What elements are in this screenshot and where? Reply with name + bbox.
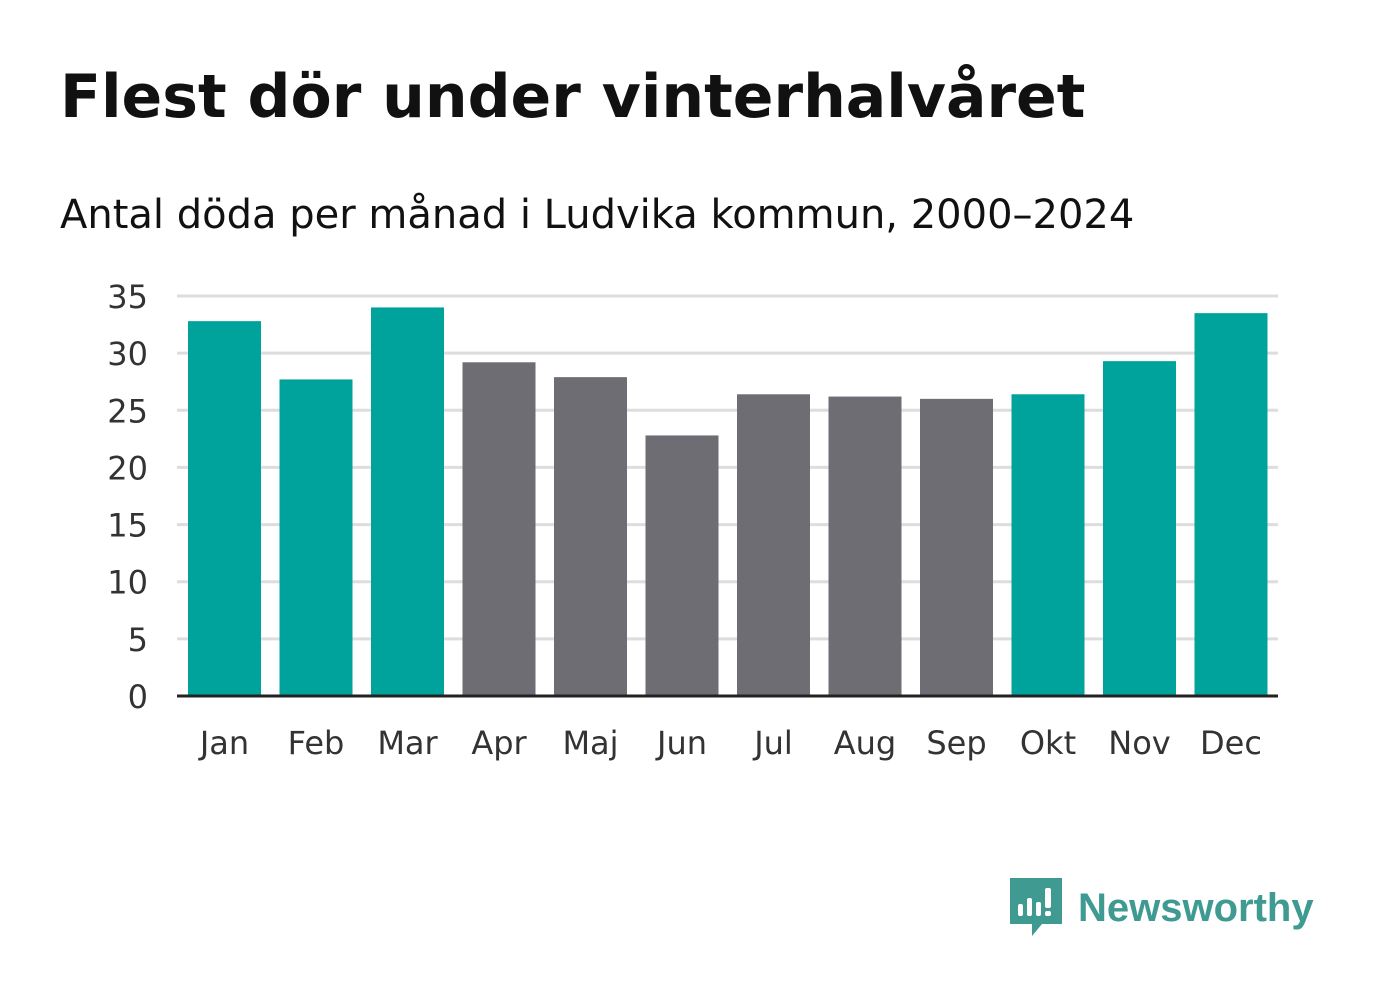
x-tick-label: Jan	[198, 724, 249, 762]
gridlines	[177, 294, 1278, 641]
bar-jan	[188, 321, 261, 696]
bar-maj	[554, 377, 627, 696]
x-tick-label: Mar	[377, 724, 438, 762]
chart-subtitle: Antal döda per månad i Ludvika kommun, 2…	[60, 192, 1135, 238]
x-axis-ticks: Jan Feb Mar Apr Maj Jun Jul Aug Sep Okt Nov Dec	[198, 724, 1262, 762]
y-tick-label: 35	[107, 278, 148, 316]
bar-apr	[462, 362, 536, 696]
x-tick-label: Jul	[752, 724, 793, 762]
x-tick-label: Maj	[562, 724, 618, 762]
y-axis-ticks: 0 5 10 15 20 25 30 35	[107, 278, 148, 716]
x-tick-label: Apr	[471, 724, 527, 762]
bar-dec	[1194, 313, 1268, 696]
bar-jun	[645, 435, 719, 696]
x-tick-label: Feb	[288, 724, 345, 762]
newsworthy-logo-icon	[1010, 878, 1062, 936]
brand-logo: Newsworthy	[1010, 878, 1314, 938]
brand-name: Newsworthy	[1078, 885, 1314, 930]
y-tick-label: 15	[107, 507, 148, 545]
y-tick-label: 20	[107, 449, 148, 487]
x-tick-label: Dec	[1200, 724, 1262, 762]
y-tick-label: 10	[107, 564, 148, 602]
bar-mar	[371, 307, 444, 696]
bars	[188, 307, 1268, 696]
y-tick-label: 30	[107, 335, 148, 373]
bar-sep	[920, 398, 993, 696]
x-tick-label: Okt	[1020, 724, 1076, 762]
bar-feb	[279, 379, 353, 696]
bar-aug	[828, 396, 902, 696]
y-tick-label: 25	[107, 392, 148, 430]
y-tick-label: 0	[128, 678, 148, 716]
bar-okt	[1011, 394, 1085, 696]
bar-jul	[737, 394, 810, 696]
bar-nov	[1103, 361, 1176, 696]
x-tick-label: Sep	[926, 724, 986, 762]
x-tick-label: Nov	[1108, 724, 1170, 762]
y-tick-label: 5	[128, 621, 148, 659]
chart-title: Flest dör under vinterhalvåret	[60, 62, 1086, 132]
x-tick-label: Jun	[655, 724, 707, 762]
x-tick-label: Aug	[834, 724, 896, 762]
